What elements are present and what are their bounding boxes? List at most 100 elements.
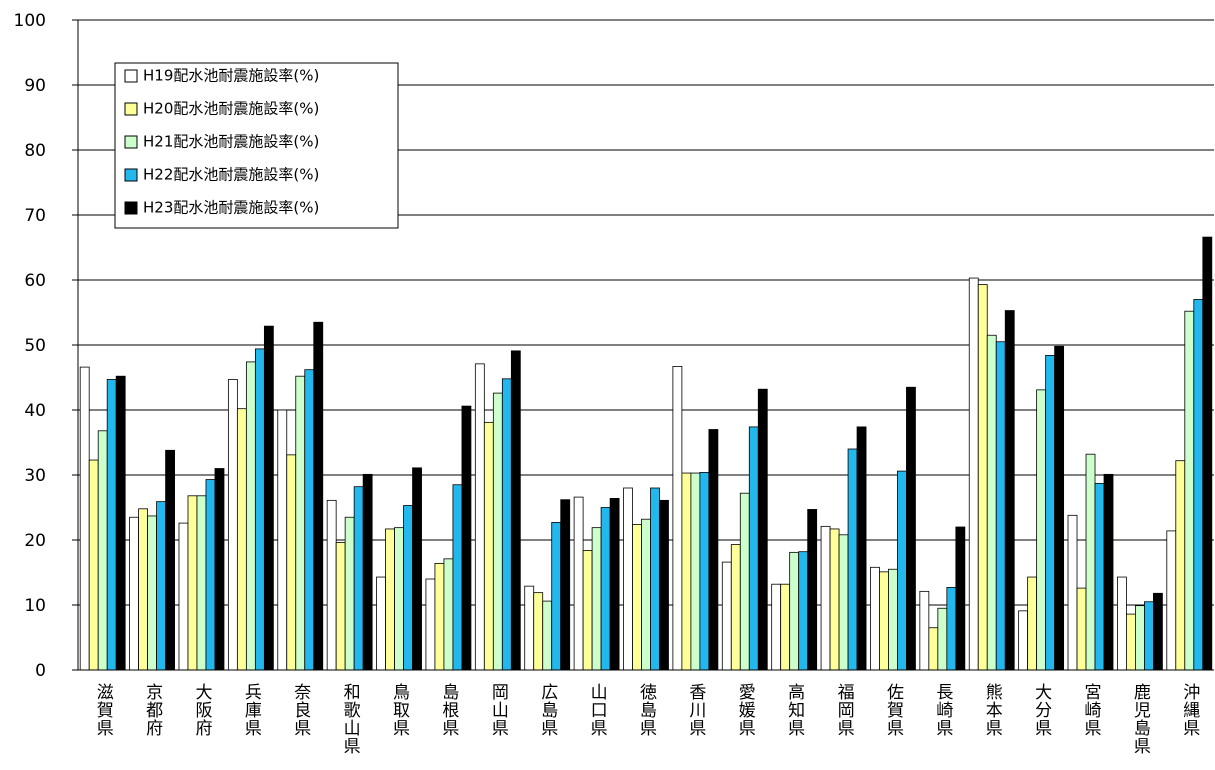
x-tick-label: 岡山県	[488, 683, 509, 737]
y-tick-label: 70	[24, 206, 46, 226]
legend-box	[114, 62, 399, 229]
bar	[178, 522, 189, 671]
bar	[1094, 483, 1105, 671]
y-tick-label: 80	[24, 141, 46, 161]
bar	[807, 509, 818, 671]
bar	[937, 607, 948, 671]
bar	[1166, 530, 1177, 671]
bar	[335, 542, 346, 671]
legend-swatch	[124, 201, 138, 215]
bar	[757, 388, 768, 671]
bar	[115, 375, 126, 671]
bar	[690, 472, 701, 671]
x-tick-label: 鳥取県	[389, 683, 410, 737]
bar	[129, 516, 139, 671]
bar	[609, 497, 620, 671]
bar	[263, 325, 274, 671]
bar	[1144, 601, 1154, 671]
bar	[1067, 514, 1078, 671]
x-tick-label: 徳島県	[636, 683, 657, 737]
bar	[739, 492, 750, 671]
x-tick-label: 高知県	[784, 683, 805, 737]
bar	[362, 473, 373, 671]
bar	[1018, 610, 1029, 671]
x-tick-label: 島根県	[438, 683, 459, 737]
legend-swatch	[124, 168, 138, 182]
x-tick-label: 兵庫県	[241, 683, 262, 737]
bar	[870, 566, 880, 671]
y-tick-label: 50	[24, 336, 46, 356]
bar	[780, 583, 791, 671]
y-tick-label: 90	[24, 76, 46, 96]
bar	[483, 421, 494, 671]
bar	[196, 495, 207, 671]
bar	[214, 468, 225, 671]
bar	[1004, 310, 1015, 671]
bar	[968, 277, 979, 671]
bar	[510, 350, 521, 671]
bar	[88, 459, 99, 671]
x-tick-label: 福岡県	[834, 683, 855, 737]
legend-label: H23配水池耐震施設率(%)	[143, 199, 319, 217]
bar	[245, 361, 256, 671]
x-tick-label: 長崎県	[932, 683, 953, 737]
bar	[1184, 310, 1195, 671]
bar	[699, 471, 710, 671]
bar	[394, 527, 404, 671]
bar	[501, 378, 512, 671]
y-tick-label: 10	[24, 596, 46, 616]
legend-label: H19配水池耐震施設率(%)	[143, 67, 319, 85]
bar	[919, 590, 930, 671]
bar	[344, 516, 355, 671]
bar	[1085, 453, 1096, 671]
bar	[906, 386, 916, 671]
bar	[156, 501, 166, 671]
x-tick-label: 愛媛県	[735, 683, 756, 737]
bar	[820, 525, 831, 671]
bar	[434, 563, 445, 671]
bar	[79, 366, 90, 671]
legend-label: H21配水池耐震施設率(%)	[143, 133, 319, 151]
bar	[582, 550, 593, 671]
x-tick-label: 熊本県	[982, 683, 1003, 737]
bar	[474, 363, 485, 671]
bar	[798, 551, 809, 671]
bar	[97, 430, 108, 671]
bar	[286, 454, 297, 671]
bar	[659, 499, 669, 671]
bar	[1027, 576, 1038, 671]
bar	[838, 534, 849, 671]
x-tick-label: 広島県	[537, 683, 558, 737]
legend-label: H22配水池耐震施設率(%)	[143, 166, 319, 184]
bar	[946, 587, 957, 671]
bar	[1126, 613, 1136, 671]
bar	[461, 405, 472, 671]
bar	[227, 379, 238, 671]
bar	[304, 369, 315, 671]
bar	[1135, 605, 1145, 671]
x-tick-label: 和歌山県	[340, 683, 361, 755]
bar	[1054, 345, 1065, 671]
bar	[573, 496, 584, 671]
legend-swatch	[124, 135, 138, 149]
x-tick-label: 大阪府	[191, 683, 212, 737]
y-tick-label: 30	[24, 466, 46, 486]
x-tick-label: 宮崎県	[1081, 683, 1102, 737]
bar	[986, 334, 997, 671]
bar	[106, 379, 117, 671]
y-tick-label: 0	[35, 661, 46, 681]
bar	[995, 341, 1006, 671]
legend-swatch	[124, 69, 138, 83]
bar	[623, 487, 633, 671]
bar	[295, 375, 306, 671]
bar	[789, 551, 800, 671]
bar	[165, 449, 175, 671]
bar	[551, 522, 562, 671]
bar	[524, 585, 535, 671]
bar	[425, 578, 436, 671]
bar	[277, 409, 288, 671]
bar	[1076, 587, 1087, 671]
bar	[187, 495, 198, 671]
x-tick-label: 大分県	[1031, 683, 1052, 737]
x-tick-label: 沖縄県	[1179, 683, 1200, 737]
